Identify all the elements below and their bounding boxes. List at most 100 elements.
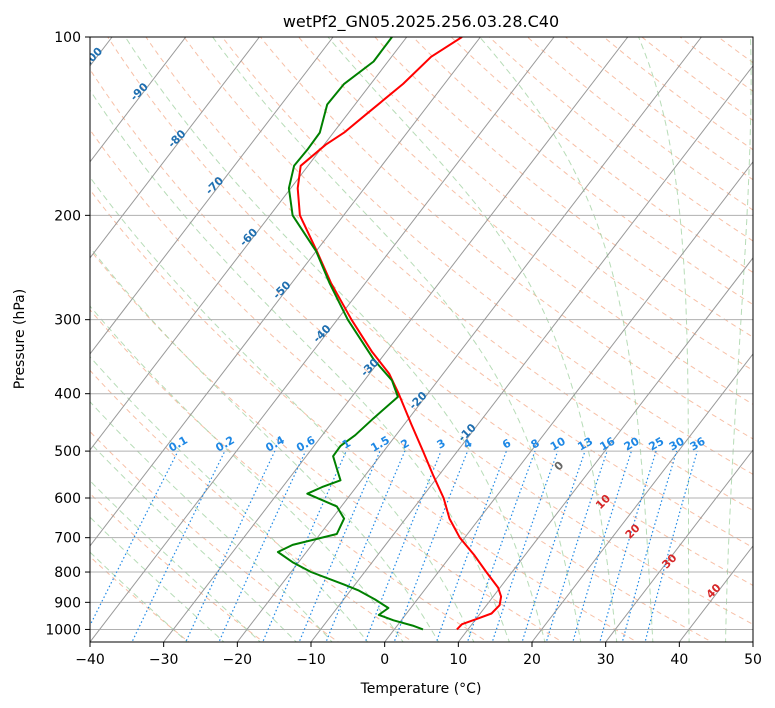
x-tick-label: −10 <box>296 652 326 668</box>
temperature-label: 20 <box>623 521 643 541</box>
dry-adiabat <box>90 430 340 642</box>
mixing-ratio-line <box>393 450 469 642</box>
isotherm-label: -40 <box>310 322 333 345</box>
dry-adiabat <box>221 37 753 475</box>
y-tick-label: 900 <box>54 595 81 611</box>
dry-adiabat <box>679 37 753 92</box>
isotherm <box>605 449 753 642</box>
isotherm-label: -80 <box>165 127 188 150</box>
moist-adiabat <box>124 37 546 642</box>
dry-adiabat <box>450 37 753 274</box>
isotherm-label: -50 <box>270 278 293 301</box>
y-tick-label: 1000 <box>45 622 81 638</box>
isotherm <box>90 37 408 451</box>
y-axis-label: Pressure (hPa) <box>12 289 28 389</box>
temperature-label: 10 <box>593 492 613 512</box>
dry-adiabat <box>374 37 753 338</box>
x-tick-label: 20 <box>523 652 541 668</box>
x-axis-label: Temperature (°C) <box>360 681 482 697</box>
moist-adiabat <box>638 37 690 642</box>
dry-adiabat <box>183 37 753 512</box>
moist-adiabat <box>90 305 404 642</box>
dry-adiabat <box>90 189 639 642</box>
y-tick-label: 500 <box>54 444 81 460</box>
moist-adiabat <box>479 37 654 642</box>
x-tick-label: 40 <box>670 652 688 668</box>
mixing-ratio-line <box>185 450 276 642</box>
isotherm <box>678 545 753 642</box>
isotherm-label: -90 <box>128 80 151 103</box>
isotherm <box>90 37 481 547</box>
dry-adiabat <box>90 555 190 642</box>
isotherm <box>752 641 753 642</box>
y-tick-label: 200 <box>54 208 81 224</box>
mixing-ratio-line <box>364 450 442 642</box>
y-tick-label: 300 <box>54 313 81 329</box>
moist-adiabat <box>90 551 189 642</box>
dry-adiabat <box>564 37 753 181</box>
x-tick-label: 30 <box>597 652 615 668</box>
isotherm-label: -60 <box>237 226 260 249</box>
isotherm <box>531 353 753 642</box>
mixing-ratio-line <box>644 450 698 642</box>
x-tick-label: 10 <box>449 652 467 668</box>
temperature-label: 0 <box>552 458 567 473</box>
mixing-ratio-line <box>599 450 657 642</box>
mixing-ratio-line <box>218 450 307 642</box>
x-axis: −40 −30 −20 −10 0 10 20 30 40 50 <box>75 642 762 668</box>
chart-title: wetPf2_GN05.2025.256.03.28.C40 <box>283 12 559 32</box>
dry-adiabat <box>90 248 564 642</box>
dry-adiabat <box>717 37 753 64</box>
y-tick-label: 100 <box>54 30 81 46</box>
isotherm-label: -10 <box>456 421 479 444</box>
mixing-ratio-line <box>572 450 632 642</box>
moist-adiabat <box>90 401 333 642</box>
isotherm <box>457 257 753 642</box>
mixing-ratio-line <box>262 450 347 642</box>
y-tick-label: 700 <box>54 531 81 547</box>
isotherm <box>90 37 334 355</box>
mixing-ratio-line <box>298 450 381 642</box>
moist-adiabat <box>90 441 298 642</box>
temperature-profile <box>296 37 503 631</box>
plot-frame <box>89 36 754 643</box>
isotherm <box>384 161 753 642</box>
profile-layer <box>276 37 503 631</box>
y-tick-label: 800 <box>54 565 81 581</box>
x-tick-label: 0 <box>380 652 389 668</box>
dewpoint-profile <box>276 37 424 631</box>
x-tick-label: −20 <box>223 652 253 668</box>
isotherm <box>90 37 260 259</box>
mixing-ratio-line <box>545 450 608 642</box>
moist-adiabat <box>90 246 440 642</box>
isotherm <box>90 37 187 163</box>
moist-adiabat <box>90 480 261 642</box>
mixing-ratio-line <box>621 450 678 642</box>
dry-adiabat <box>145 37 753 549</box>
isotherm <box>310 64 753 642</box>
isotherm-label: -70 <box>203 174 226 197</box>
y-tick-label: 400 <box>54 387 81 403</box>
x-tick-label: 50 <box>744 652 762 668</box>
isotherm-label: -100 <box>76 44 105 73</box>
moist-adiabat <box>90 89 510 642</box>
isotherm <box>236 37 702 642</box>
grid-layer <box>90 27 775 645</box>
mixing-ratio-line <box>435 450 507 642</box>
mixing-ratio-line <box>90 450 179 627</box>
dry-adiabat <box>488 37 753 242</box>
dry-adiabat <box>107 37 753 586</box>
temperature-label: 40 <box>704 581 724 601</box>
dry-adiabat <box>90 128 713 642</box>
dry-adiabat <box>297 37 753 405</box>
moist-adiabat <box>90 176 475 642</box>
isotherm-label: -20 <box>406 389 429 412</box>
dry-adiabat <box>90 309 489 642</box>
isotherm <box>90 37 555 642</box>
dry-adiabat <box>743 27 775 645</box>
x-tick-label: −40 <box>75 652 105 668</box>
mixing-ratio-line <box>466 450 536 642</box>
mixing-ratio-line <box>131 450 226 642</box>
dry-adiabat <box>90 369 414 642</box>
